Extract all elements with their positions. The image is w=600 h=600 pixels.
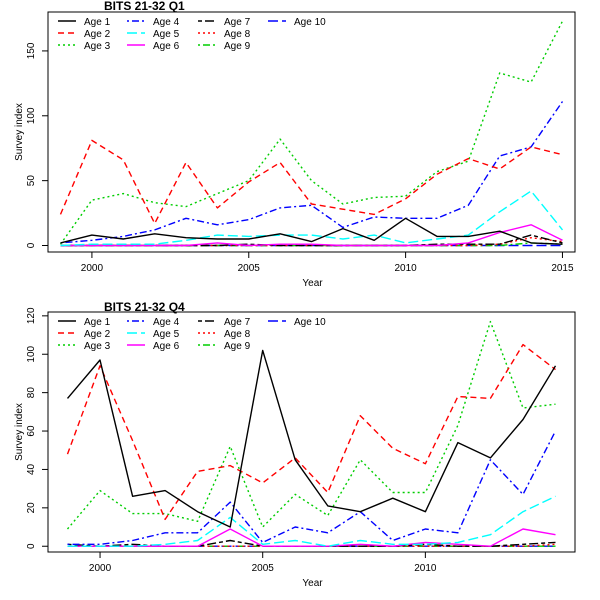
series-line-age-8	[60, 236, 563, 247]
series-line-age-1	[66, 349, 557, 528]
y-tick-label: 20	[26, 502, 37, 514]
x-tick-label: 2000	[81, 263, 104, 274]
series-line-age-7	[67, 539, 556, 547]
y-tick-label: 100	[26, 107, 37, 124]
legend-label-age-5: Age 5	[153, 29, 180, 40]
series-line-age-2	[66, 343, 556, 521]
legend-label-age-9: Age 9	[224, 341, 251, 352]
legend-label-age-1: Age 1	[84, 317, 111, 328]
x-tick-label: 2005	[252, 563, 275, 574]
legend-label-age-1: Age 1	[84, 17, 111, 28]
y-tick-label: 60	[26, 425, 37, 437]
x-tick-label: 2010	[414, 563, 437, 574]
y-tick-label: 40	[26, 463, 37, 475]
series-line-age-5	[60, 190, 564, 247]
legend-label-age-4: Age 4	[153, 17, 180, 28]
legend-label-age-10: Age 10	[294, 317, 326, 328]
x-tick-label: 2000	[89, 563, 112, 574]
x-tick-label: 2005	[238, 263, 261, 274]
series-line-age-2	[59, 139, 563, 225]
series-line-age-4	[67, 430, 557, 545]
series-line-age-3	[66, 320, 556, 530]
legend-label-age-8: Age 8	[224, 329, 251, 340]
chart-title: BITS 21-32 Q1	[104, 0, 185, 13]
legend-label-age-7: Age 7	[224, 17, 251, 28]
legend-label-age-3: Age 3	[84, 41, 111, 52]
legend-label-age-10: Age 10	[294, 17, 326, 28]
y-tick-label: 80	[26, 387, 37, 399]
x-tick-label: 2010	[394, 263, 417, 274]
legend-label-age-7: Age 7	[224, 317, 251, 328]
series-line-age-3	[59, 20, 564, 245]
chart-title: BITS 21-32 Q4	[104, 300, 185, 314]
chart-panel-1: BITS 21-32 Q1 2000 2005 2010 2015 0 50 100 150 Ye…	[14, 0, 576, 289]
legend-label-age-9: Age 9	[224, 41, 251, 52]
chart-panel-2: BITS 21-32 Q4 2000 2005 2010 0 20 40 60 80 100 120…	[14, 300, 576, 589]
y-axis-label: Survey index	[14, 403, 25, 461]
y-tick-label: 150	[26, 42, 37, 59]
legend-label-age-4: Age 4	[153, 317, 180, 328]
series-line-age-1	[60, 217, 563, 245]
y-tick-label: 0	[26, 543, 37, 549]
y-tick-label: 120	[26, 307, 37, 324]
legend-label-age-6: Age 6	[153, 341, 180, 352]
x-tick-label: 2015	[551, 263, 574, 274]
legend-label-age-6: Age 6	[153, 41, 180, 52]
y-tick-label: 50	[26, 175, 37, 187]
legend-label-age-2: Age 2	[84, 329, 111, 340]
series-line-age-4	[60, 101, 564, 244]
x-axis-label: Year	[302, 278, 323, 289]
legend-label-age-2: Age 2	[84, 29, 111, 40]
y-tick-label: 100	[26, 345, 37, 362]
x-axis-label: Year	[302, 578, 323, 589]
y-tick-label: 0	[26, 242, 37, 248]
legend-label-age-5: Age 5	[153, 329, 180, 340]
series-line-age-6	[67, 528, 556, 547]
series-line-age-6	[60, 224, 563, 247]
legend-label-age-3: Age 3	[84, 341, 111, 352]
y-axis-label: Survey index	[14, 103, 25, 161]
plot-frame	[47, 311, 576, 553]
legend-label-age-8: Age 8	[224, 29, 251, 40]
series-line-age-5	[67, 495, 556, 547]
plot-frame	[47, 11, 576, 253]
